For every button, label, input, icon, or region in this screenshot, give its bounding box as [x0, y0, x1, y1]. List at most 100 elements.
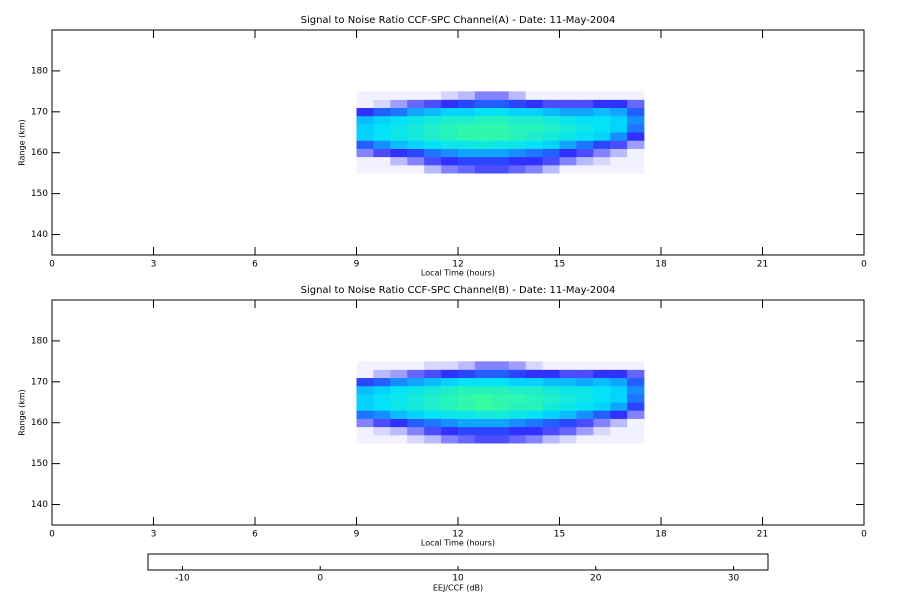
heat-cell: [627, 156, 645, 166]
heat-cell: [491, 156, 510, 166]
heat-cell: [390, 418, 408, 428]
heat-cell: [559, 385, 577, 395]
heat-cell: [441, 410, 459, 419]
heat-cell: [458, 385, 476, 395]
heat-cell: [576, 99, 594, 109]
heat-cell: [390, 426, 408, 436]
heat-cell: [508, 385, 526, 395]
heat-cell: [474, 410, 493, 419]
heat-cell: [390, 369, 408, 379]
heat-cell: [508, 418, 526, 428]
heat-cell: [458, 91, 476, 100]
heat-cell: [407, 140, 425, 149]
heat-cell: [610, 165, 628, 174]
heat-cell: [559, 369, 577, 379]
heat-cell: [576, 369, 594, 379]
heat-cell: [542, 115, 560, 125]
heat-cell: [576, 377, 594, 387]
x-tick-label: 18: [655, 530, 667, 540]
heat-cell: [593, 148, 611, 158]
heat-cell: [441, 377, 459, 387]
heat-cell: [593, 377, 611, 387]
heat-cell: [610, 435, 628, 444]
heat-cell: [458, 394, 476, 403]
heat-cell: [576, 132, 594, 141]
heat-cell: [373, 91, 391, 100]
x-tick-label: 0: [861, 530, 867, 540]
heat-cell: [390, 394, 408, 403]
heat-cell: [491, 99, 510, 109]
heat-cell: [542, 107, 560, 117]
heat-cell: [627, 148, 645, 158]
heat-cell: [508, 394, 526, 403]
heat-cell: [441, 402, 459, 411]
heat-cell: [424, 132, 442, 141]
heat-cell: [441, 99, 459, 109]
heat-cell: [407, 148, 425, 158]
heat-cell: [576, 394, 594, 403]
heat-cell: [610, 418, 628, 428]
heat-cell: [610, 148, 628, 158]
heat-cell: [407, 369, 425, 379]
heat-cell: [424, 426, 442, 436]
heat-cell: [542, 385, 560, 395]
heat-cell: [508, 148, 526, 158]
heat-cell: [474, 361, 493, 370]
heat-cell: [356, 410, 374, 419]
heat-cell: [508, 402, 526, 411]
heat-cell: [627, 91, 645, 100]
heat-cell: [373, 115, 391, 125]
heat-cell: [610, 394, 628, 403]
heat-cell: [593, 156, 611, 166]
heat-cell: [458, 369, 476, 379]
heat-cell: [424, 361, 442, 370]
heat-cell: [373, 107, 391, 117]
heat-cell: [576, 165, 594, 174]
heat-cell: [525, 369, 543, 379]
heat-cell: [542, 377, 560, 387]
heat-cell: [593, 426, 611, 436]
heat-cell: [373, 402, 391, 411]
colorbar-tick-label: 30: [728, 574, 740, 584]
heat-cell: [593, 361, 611, 370]
chart-title: Signal to Noise Ratio CCF-SPC Channel(B)…: [301, 285, 616, 296]
heat-cell: [525, 132, 543, 141]
heat-cell: [508, 140, 526, 149]
heat-cell: [424, 165, 442, 174]
heat-cell: [593, 369, 611, 379]
heat-cell: [525, 410, 543, 419]
heat-cell: [576, 156, 594, 166]
x-tick-label: 21: [757, 260, 768, 270]
heat-cell: [627, 377, 645, 387]
heat-cell: [474, 369, 493, 379]
heat-cell: [610, 369, 628, 379]
heat-cell: [424, 124, 442, 133]
heat-cell: [542, 124, 560, 133]
heat-cell: [474, 107, 493, 117]
heat-cell: [491, 107, 510, 117]
heat-cell: [491, 369, 510, 379]
heat-cell: [593, 124, 611, 133]
heat-cell: [610, 140, 628, 149]
heat-cell: [390, 435, 408, 444]
heat-cell: [407, 132, 425, 141]
y-tick-label: 160: [31, 148, 48, 158]
heat-cell: [458, 410, 476, 419]
heat-cell: [474, 165, 493, 174]
heat-cell: [390, 410, 408, 419]
heat-cell: [559, 107, 577, 117]
heat-cell: [576, 385, 594, 395]
heat-cell: [390, 361, 408, 370]
heat-cell: [491, 165, 510, 174]
heat-cell: [593, 435, 611, 444]
x-tick-label: 9: [354, 260, 360, 270]
heat-cell: [407, 115, 425, 125]
heat-cell: [542, 140, 560, 149]
heat-cell: [491, 435, 510, 444]
heat-cell: [627, 394, 645, 403]
heat-cell: [407, 410, 425, 419]
heat-cell: [356, 91, 374, 100]
heat-cell: [424, 369, 442, 379]
heat-cell: [559, 99, 577, 109]
x-tick-label: 18: [655, 260, 667, 270]
